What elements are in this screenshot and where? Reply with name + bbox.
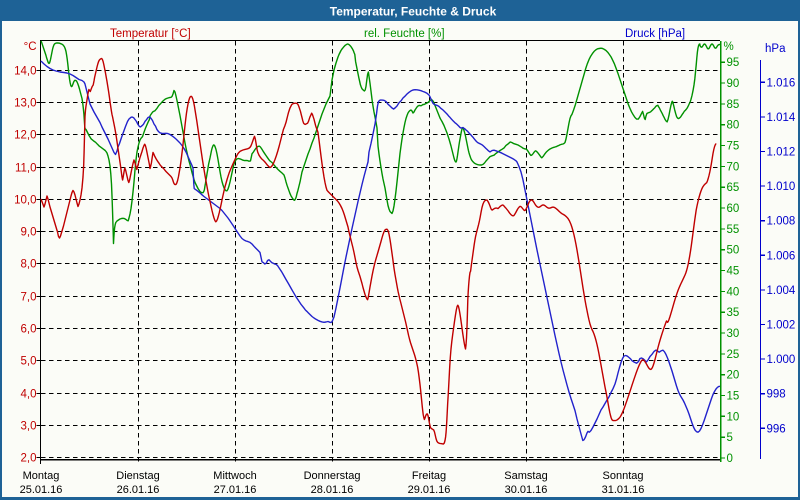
svg-text:9,0: 9,0 — [21, 227, 37, 239]
svg-text:14,0: 14,0 — [14, 66, 36, 78]
svg-text:30: 30 — [727, 328, 740, 340]
svg-text:25: 25 — [727, 349, 740, 361]
svg-text:1.012: 1.012 — [767, 147, 796, 159]
svg-text:3,0: 3,0 — [21, 421, 37, 433]
svg-text:998: 998 — [767, 389, 786, 401]
svg-text:Freitag: Freitag — [412, 470, 446, 482]
svg-text:1.000: 1.000 — [767, 354, 796, 366]
svg-text:20: 20 — [727, 370, 740, 382]
svg-text:15: 15 — [727, 391, 740, 403]
svg-text:4,0: 4,0 — [21, 389, 37, 401]
svg-text:12,0: 12,0 — [14, 130, 36, 142]
svg-text:60: 60 — [727, 203, 740, 215]
svg-text:27.01.16: 27.01.16 — [214, 484, 257, 496]
svg-text:5,0: 5,0 — [21, 356, 37, 368]
svg-text:Montag: Montag — [23, 470, 60, 482]
svg-text:95: 95 — [727, 57, 740, 69]
svg-text:80: 80 — [727, 120, 740, 132]
svg-text:Sonntag: Sonntag — [603, 470, 644, 482]
svg-text:5: 5 — [727, 432, 733, 444]
svg-text:40: 40 — [727, 286, 740, 298]
svg-text:Samstag: Samstag — [504, 470, 547, 482]
svg-text:Dienstag: Dienstag — [116, 470, 159, 482]
svg-text:26.01.16: 26.01.16 — [117, 484, 160, 496]
svg-text:85: 85 — [727, 99, 740, 111]
svg-text:0: 0 — [727, 453, 733, 465]
svg-text:1.006: 1.006 — [767, 250, 796, 262]
svg-text:90: 90 — [727, 78, 740, 90]
svg-text:70: 70 — [727, 161, 740, 173]
svg-text:1.010: 1.010 — [767, 181, 796, 193]
svg-text:Donnerstag: Donnerstag — [304, 470, 361, 482]
svg-text:10: 10 — [727, 411, 740, 423]
svg-text:35: 35 — [727, 307, 740, 319]
svg-text:6,0: 6,0 — [21, 324, 37, 336]
svg-text:Druck [hPa]: Druck [hPa] — [625, 28, 685, 40]
svg-text:°C: °C — [24, 41, 37, 53]
svg-text:45: 45 — [727, 266, 740, 278]
svg-text:1.002: 1.002 — [767, 320, 796, 332]
svg-text:55: 55 — [727, 224, 740, 236]
svg-text:10,0: 10,0 — [14, 195, 36, 207]
svg-text:30.01.16: 30.01.16 — [505, 484, 548, 496]
svg-text:996: 996 — [767, 423, 786, 435]
svg-text:Temperatur [°C]: Temperatur [°C] — [110, 28, 191, 40]
svg-text:%: % — [724, 41, 734, 53]
svg-text:Mittwoch: Mittwoch — [213, 470, 256, 482]
svg-text:31.01.16: 31.01.16 — [602, 484, 645, 496]
svg-text:13,0: 13,0 — [14, 98, 36, 110]
svg-text:29.01.16: 29.01.16 — [408, 484, 451, 496]
svg-text:1.016: 1.016 — [767, 77, 796, 89]
svg-text:2,0: 2,0 — [21, 453, 37, 465]
svg-text:1.014: 1.014 — [767, 112, 796, 124]
svg-text:1.008: 1.008 — [767, 216, 796, 228]
svg-text:Temperatur, Feuchte & Druck: Temperatur, Feuchte & Druck — [330, 5, 497, 19]
svg-text:7,0: 7,0 — [21, 292, 37, 304]
svg-text:65: 65 — [727, 182, 740, 194]
svg-text:50: 50 — [727, 245, 740, 257]
svg-text:1.004: 1.004 — [767, 285, 796, 297]
svg-text:11,0: 11,0 — [15, 163, 37, 175]
svg-text:28.01.16: 28.01.16 — [311, 484, 354, 496]
svg-text:rel. Feuchte [%]: rel. Feuchte [%] — [364, 28, 445, 40]
svg-text:8,0: 8,0 — [21, 259, 37, 271]
svg-text:hPa: hPa — [765, 43, 786, 55]
svg-text:25.01.16: 25.01.16 — [20, 484, 63, 496]
svg-text:75: 75 — [727, 141, 740, 153]
